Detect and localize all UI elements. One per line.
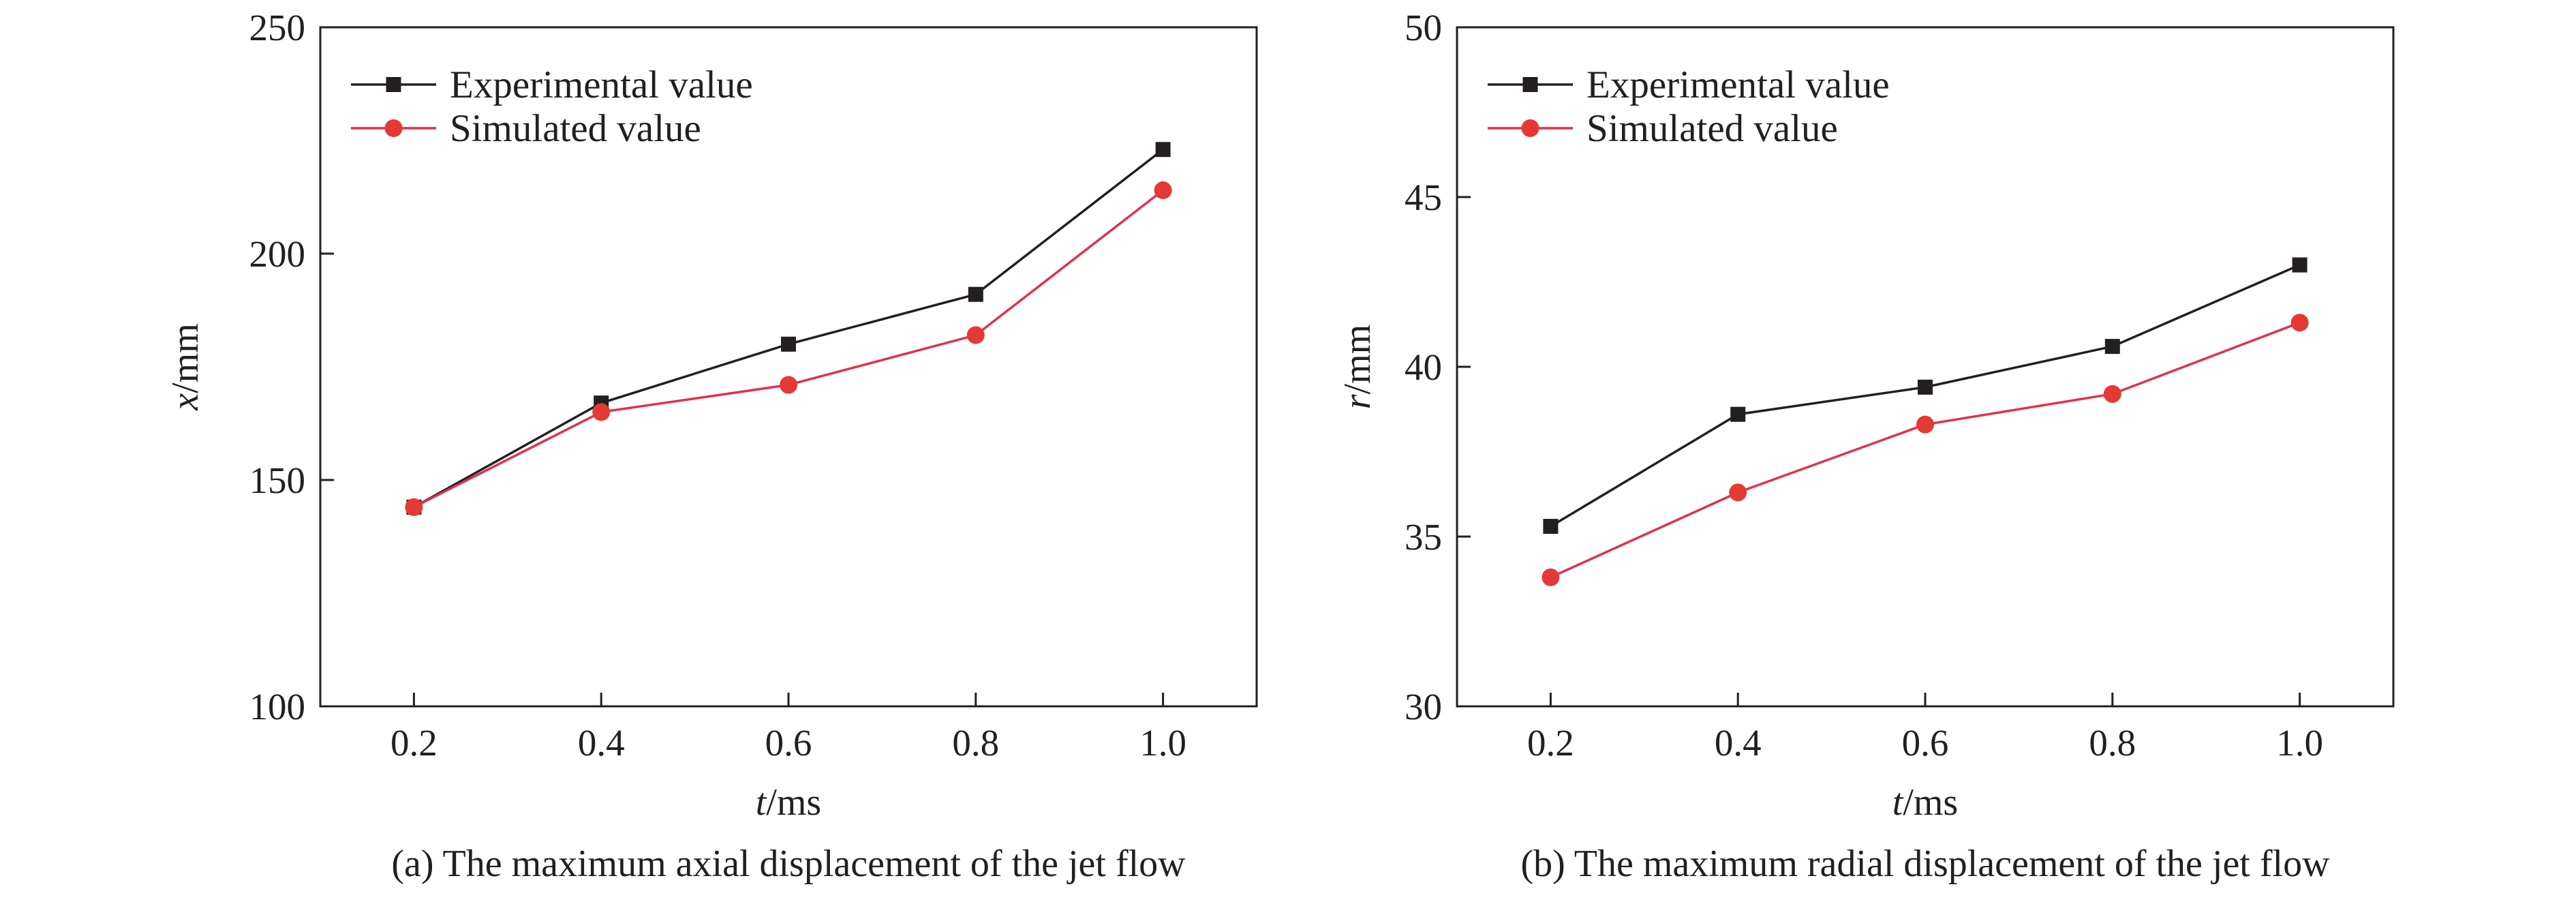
- data-point-circle: [1916, 415, 1934, 434]
- y-tick-label: 50: [1405, 7, 1442, 48]
- x-tick-label: 0.6: [1902, 722, 1949, 764]
- data-point-circle: [966, 326, 985, 344]
- y-tick-label: 35: [1405, 516, 1442, 558]
- x-tick-label: 1.0: [1139, 722, 1186, 764]
- x-tick-label: 0.2: [1527, 722, 1574, 764]
- y-axis-title: r/mm: [1336, 325, 1379, 409]
- data-point-circle: [1729, 483, 1747, 502]
- data-point-square: [2104, 339, 2120, 355]
- series-experimental: [406, 142, 1171, 515]
- legend-marker-circle: [1521, 119, 1539, 137]
- figure-caption: (b) The maximum radial displacement of t…: [1520, 843, 2330, 885]
- legend-entry: Simulated value: [351, 107, 701, 150]
- data-point-square: [968, 286, 983, 302]
- data-point-circle: [592, 403, 611, 421]
- y-axis-title: x/mm: [164, 323, 206, 411]
- legend-marker-square: [386, 77, 401, 92]
- legend-marker-square: [1522, 77, 1538, 92]
- data-point-square: [1155, 142, 1171, 157]
- y-tick-label: 200: [249, 233, 306, 275]
- data-point-circle: [405, 498, 423, 516]
- y-tick-label: 250: [249, 7, 306, 48]
- data-point-circle: [2103, 385, 2121, 403]
- data-point-circle: [2290, 314, 2309, 332]
- data-point-square: [1730, 406, 1746, 422]
- legend-label: Simulated value: [1586, 107, 1838, 150]
- data-point-square: [1918, 379, 1933, 395]
- figure-caption: (a) The maximum axial displacement of th…: [391, 843, 1186, 885]
- y-tick-label: 30: [1405, 686, 1442, 727]
- series-line: [1550, 263, 2301, 528]
- x-axis-title: t/ms: [1892, 781, 1958, 824]
- legend-label: Simulated value: [450, 107, 701, 150]
- y-tick-label: 100: [249, 686, 306, 727]
- legend-entry: Experimental value: [1488, 63, 1890, 106]
- y-tick-label: 40: [1405, 346, 1442, 388]
- x-axis-title: t/ms: [756, 781, 821, 824]
- data-point-circle: [1154, 181, 1172, 200]
- series-line: [1550, 321, 2301, 579]
- x-tick-label: 0.4: [1715, 722, 1762, 764]
- legend-marker-circle: [384, 119, 403, 137]
- series-experimental: [1543, 257, 2307, 535]
- data-point-square: [1543, 519, 1559, 535]
- x-tick-label: 0.8: [2089, 722, 2136, 764]
- data-point-square: [781, 336, 796, 352]
- legend-entry: Experimental value: [351, 63, 753, 106]
- x-tick-label: 1.0: [2276, 722, 2323, 764]
- series-simulated: [405, 181, 1172, 516]
- legend-label: Experimental value: [450, 63, 753, 106]
- series-line: [413, 148, 1164, 509]
- data-point-circle: [780, 376, 797, 394]
- chart-panel-0: 0.2 0.4 0.6 0.8 1.0 100 150 200 250 t/ms x/mm Exper…: [164, 7, 1258, 885]
- y-tick-label: 45: [1405, 177, 1442, 218]
- chart-panel-1: 0.2 0.4 0.6 0.8 1.0 30 35 40 45 50 t/ms r/mm Experim…: [1336, 7, 2395, 885]
- y-tick-label: 150: [249, 460, 306, 501]
- x-tick-label: 0.2: [390, 722, 438, 764]
- data-point-circle: [1542, 568, 1560, 586]
- legend-label: Experimental value: [1586, 63, 1890, 106]
- legend-entry: Simulated value: [1488, 107, 1838, 150]
- data-point-square: [2292, 257, 2307, 273]
- x-tick-label: 0.6: [765, 722, 812, 764]
- x-tick-label: 0.8: [952, 722, 999, 764]
- x-tick-label: 0.4: [578, 722, 625, 764]
- series-simulated: [1542, 314, 2309, 586]
